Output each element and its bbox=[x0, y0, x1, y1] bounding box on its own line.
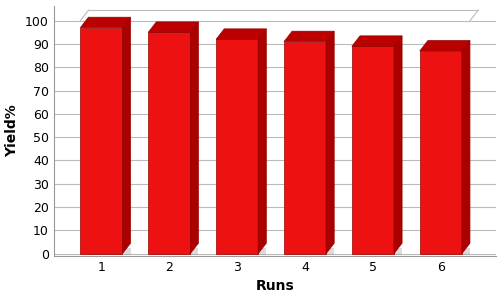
Polygon shape bbox=[83, 248, 130, 255]
Y-axis label: Yield%: Yield% bbox=[6, 104, 20, 157]
Polygon shape bbox=[419, 40, 469, 51]
Polygon shape bbox=[393, 36, 401, 254]
Polygon shape bbox=[148, 32, 190, 254]
Polygon shape bbox=[258, 29, 266, 254]
Polygon shape bbox=[351, 36, 401, 46]
Polygon shape bbox=[148, 22, 198, 32]
Polygon shape bbox=[421, 248, 469, 255]
Polygon shape bbox=[80, 17, 130, 28]
X-axis label: Runs: Runs bbox=[256, 280, 294, 293]
Polygon shape bbox=[122, 17, 130, 254]
Polygon shape bbox=[218, 248, 266, 255]
Polygon shape bbox=[215, 39, 258, 254]
Polygon shape bbox=[284, 31, 334, 42]
Polygon shape bbox=[351, 46, 393, 254]
Polygon shape bbox=[215, 29, 266, 39]
Polygon shape bbox=[354, 248, 401, 255]
Polygon shape bbox=[284, 42, 326, 254]
Polygon shape bbox=[461, 40, 469, 254]
Polygon shape bbox=[419, 51, 461, 254]
Polygon shape bbox=[80, 28, 122, 254]
Polygon shape bbox=[150, 248, 198, 255]
Polygon shape bbox=[326, 31, 334, 254]
Polygon shape bbox=[190, 22, 198, 254]
Polygon shape bbox=[286, 248, 334, 255]
